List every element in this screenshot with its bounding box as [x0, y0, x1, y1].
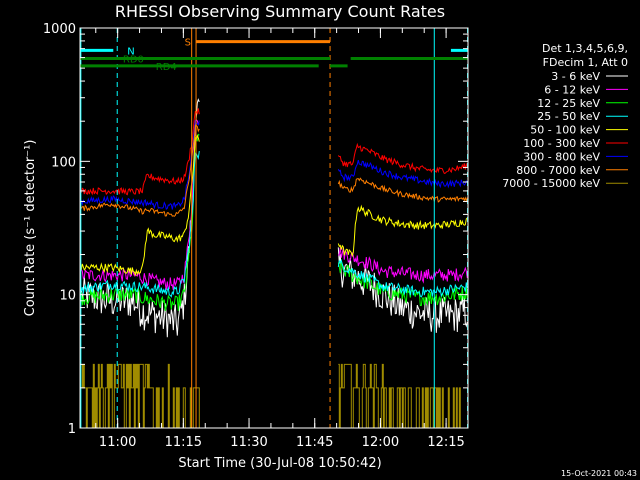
y-tick-label-2: 100 — [51, 155, 76, 170]
series-line-0 — [80, 98, 468, 338]
y-tick-label-3: 1000 — [43, 22, 76, 37]
series-line-7 — [80, 124, 468, 217]
footer-timestamp: 15-Oct-2021 00:43 — [561, 469, 637, 478]
series-line-6 — [80, 119, 468, 210]
x-tick-label-3: 11:45 — [296, 435, 333, 450]
plot-area — [80, 98, 468, 429]
legend-label-1: 6 - 12 keV — [544, 83, 600, 96]
x-tick-label-4: 12:00 — [362, 435, 399, 450]
x-tick-label-5: 12:15 — [427, 435, 464, 450]
y-tick-label-1: 10 — [59, 289, 76, 304]
flag-label-0: N — [127, 46, 134, 57]
flag-label-1: S — [185, 38, 191, 49]
x-tick-label-1: 11:15 — [165, 435, 202, 450]
plot-frame — [79, 27, 469, 429]
legend-header-line-1: Det 1,3,4,5,6,9, — [542, 42, 628, 55]
legend-header-line-2: FDecim 1, Att 0 — [543, 56, 628, 69]
chart-title: RHESSI Observing Summary Count Rates — [115, 2, 445, 21]
legend-label-8: 7000 - 15000 keV — [502, 177, 600, 190]
flag-label-2: RD0 — [123, 55, 144, 66]
y-axis-label: Count Rate (s⁻¹ detector⁻¹) — [23, 140, 38, 317]
legend-label-2: 12 - 25 keV — [537, 97, 600, 110]
series-line-2 — [80, 133, 468, 312]
series-line-1 — [80, 118, 468, 291]
series-line-4 — [80, 134, 468, 277]
legend-label-5: 100 - 300 keV — [523, 137, 600, 150]
y-tick-label-0: 1 — [68, 422, 76, 437]
legend-label-4: 50 - 100 keV — [530, 124, 600, 137]
x-tick-label-2: 11:30 — [230, 435, 267, 450]
legend-label-6: 300 - 800 keV — [523, 150, 600, 163]
annotation-layer: N S RD0 RD4 — [80, 28, 469, 428]
series-line-3 — [80, 151, 468, 298]
series-line-8 — [81, 363, 468, 429]
x-axis-label: Start Time (30-Jul-08 10:50:42) — [178, 456, 381, 471]
series-line-5 — [80, 108, 468, 196]
x-tick-label-0: 11:00 — [99, 435, 136, 450]
flag-label-3: RD4 — [156, 62, 177, 73]
legend-label-3: 25 - 50 keV — [537, 110, 600, 123]
axes: 1 10 100 1000 11:00 11:15 11:30 11:45 12:00 12:15 — [43, 22, 469, 450]
legend-label-7: 800 - 7000 keV — [516, 164, 600, 177]
legend: Det 1,3,4,5,6,9, FDecim 1, Att 0 3 - 6 k… — [502, 42, 628, 190]
legend-label-0: 3 - 6 keV — [551, 70, 600, 83]
